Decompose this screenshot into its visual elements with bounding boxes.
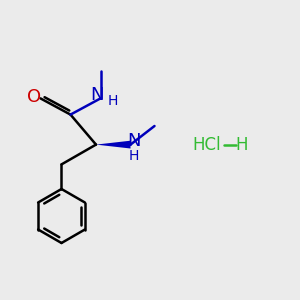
- Text: H: H: [107, 94, 118, 108]
- Text: H: H: [235, 136, 248, 154]
- Text: N: N: [91, 86, 104, 104]
- Text: HCl: HCl: [193, 136, 221, 154]
- Polygon shape: [96, 141, 130, 148]
- Text: H: H: [129, 149, 139, 163]
- Text: N: N: [127, 132, 141, 150]
- Text: O: O: [27, 88, 41, 106]
